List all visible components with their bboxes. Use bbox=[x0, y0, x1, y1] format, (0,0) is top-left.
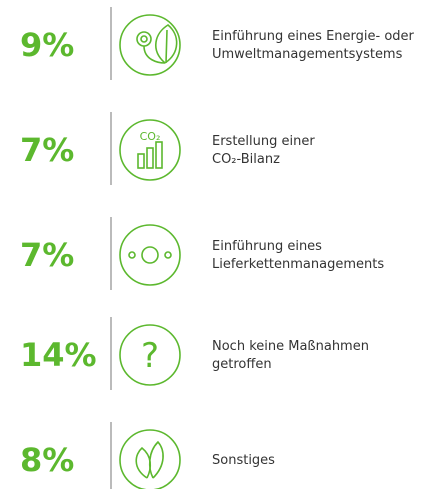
leaf bbox=[155, 24, 178, 64]
stem bbox=[143, 45, 166, 64]
gear bbox=[136, 31, 152, 47]
chart-bar bbox=[146, 147, 154, 169]
percent: 14% bbox=[20, 336, 97, 374]
label-line: Erstellung einer bbox=[212, 134, 315, 149]
item: 7% Einführung eines Lieferkettenmanagement… bbox=[20, 217, 384, 290]
leaf bbox=[135, 446, 152, 479]
label-line: CO₂-Bilanz bbox=[212, 152, 280, 167]
icon-circle bbox=[119, 119, 181, 181]
item: 9% Einführung eines Energie- oder Umweltma… bbox=[20, 7, 415, 80]
percent: 7% bbox=[20, 131, 74, 169]
percent: 8% bbox=[20, 441, 74, 479]
icon-text: CO₂ bbox=[140, 130, 161, 143]
label-line: Einführung eines Energie- oder bbox=[212, 29, 415, 44]
gear-hub bbox=[140, 35, 148, 43]
label-line: Sonstiges bbox=[212, 453, 275, 468]
icon-circle bbox=[119, 14, 181, 76]
label-line: getroffen bbox=[212, 357, 272, 372]
icon-circle bbox=[119, 429, 181, 489]
label-line: Umweltmanagementsystems bbox=[212, 47, 403, 62]
chart-bar bbox=[155, 141, 163, 169]
node bbox=[128, 251, 136, 259]
icon-circle bbox=[119, 224, 181, 286]
icon-text: ? bbox=[141, 336, 159, 376]
item: 7% CO₂ Erstellung einer CO₂-Bilanz bbox=[20, 112, 315, 185]
leaf bbox=[148, 440, 164, 479]
percent: 9% bbox=[20, 26, 74, 64]
gear bbox=[141, 246, 159, 264]
label-line: Einführung eines bbox=[212, 239, 322, 254]
node bbox=[164, 251, 172, 259]
chart-bar bbox=[137, 153, 145, 169]
icon-circle bbox=[119, 324, 181, 386]
percent: 7% bbox=[20, 236, 74, 274]
label-line: Noch keine Maßnahmen bbox=[212, 339, 369, 354]
label-line: Lieferkettenmanagements bbox=[212, 257, 384, 272]
item: 14%? Noch keine Maßnahmen getroffen bbox=[20, 317, 369, 390]
item: 8% Sonstiges bbox=[20, 422, 275, 489]
